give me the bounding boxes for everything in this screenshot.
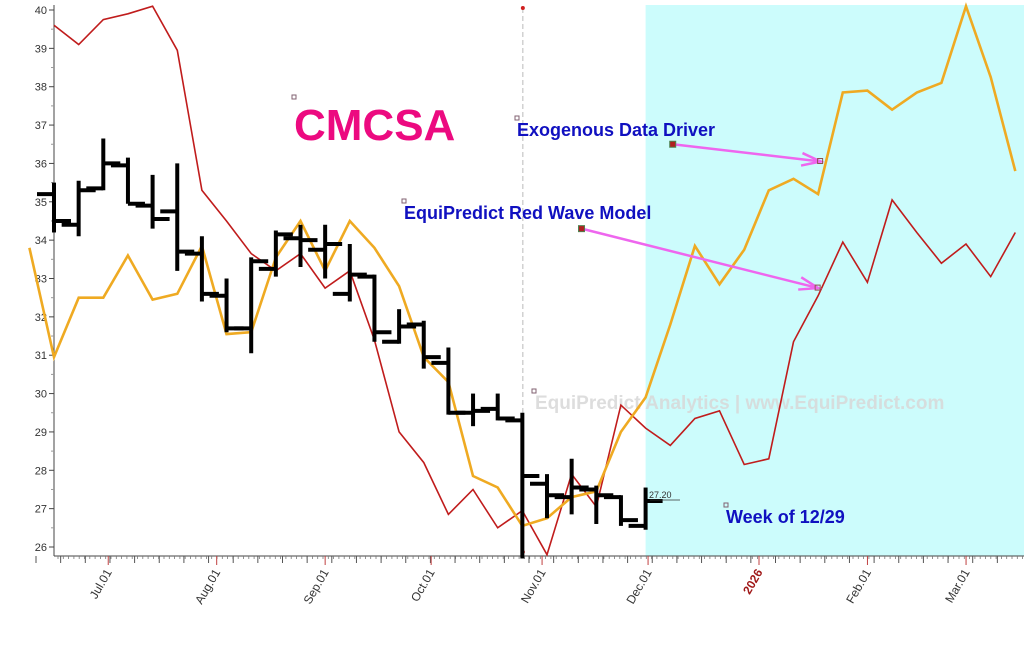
red-wave-line xyxy=(53,5,1016,557)
price-bar xyxy=(505,412,540,559)
arrow-end-marker xyxy=(814,284,821,291)
arrow-start-marker xyxy=(578,225,586,233)
price-bar xyxy=(37,182,71,233)
price-bar xyxy=(110,157,145,206)
price-bar xyxy=(258,230,293,277)
week-label: Week of 12/29 xyxy=(726,507,845,527)
y-tick-label: 39 xyxy=(35,43,47,55)
week-label-marker xyxy=(723,502,729,508)
x-tick-label: Oct.01 xyxy=(408,566,438,604)
arrow-layer xyxy=(578,140,825,291)
y-tick-label: 29 xyxy=(35,427,47,439)
price-bar xyxy=(579,485,614,524)
y-tick-label: 35 xyxy=(35,197,47,209)
y-tick-label: 37 xyxy=(35,120,47,132)
ohlc-layer xyxy=(37,138,663,559)
arrow-head-icon xyxy=(798,276,823,291)
x-tick-label: Nov.01 xyxy=(518,566,549,605)
price-bar xyxy=(357,274,392,342)
price-bar xyxy=(283,224,318,267)
x-tick-label: Jul.01 xyxy=(87,566,115,601)
y-tick-label: 27 xyxy=(35,504,47,516)
x-tick-label: 2026 xyxy=(740,566,766,596)
price-bar xyxy=(332,243,367,302)
x-tick-label: Feb.01 xyxy=(843,566,874,606)
watermark: EquiPredict Analytics | www.EquiPredict.… xyxy=(535,393,944,414)
price-bar xyxy=(234,257,269,354)
price-bar xyxy=(480,393,515,421)
price-bar xyxy=(308,224,343,279)
y-tick-label: 38 xyxy=(35,82,47,94)
arrow-end-marker xyxy=(817,158,824,165)
y-tick-label: 28 xyxy=(35,465,47,477)
red-wave-arrow xyxy=(578,225,823,291)
last-close-label: 27.20 xyxy=(649,490,672,500)
price-bar xyxy=(603,495,638,526)
price-bar xyxy=(135,174,170,229)
red-wave-label-marker xyxy=(401,198,407,204)
title-anchor-marker xyxy=(291,94,297,100)
x-tick-label: Aug.01 xyxy=(192,566,223,606)
x-axis: Jul.01 Aug.01 Sep.01 Oct.01 Nov.01 Dec.01 2026… xyxy=(35,555,1024,606)
arrow-head-icon xyxy=(800,151,825,167)
price-bar xyxy=(209,278,244,333)
y-tick-label: 34 xyxy=(35,235,47,247)
y-tick-label: 31 xyxy=(35,350,47,362)
exogenous-label-marker xyxy=(514,115,520,121)
exogenous-label: Exogenous Data Driver xyxy=(517,120,715,140)
chart-title: CMCSA xyxy=(294,101,455,150)
price-bar xyxy=(628,487,663,530)
y-tick-label: 30 xyxy=(35,389,47,401)
x-tick-label: Mar.01 xyxy=(942,566,973,605)
arrow-shaft xyxy=(581,227,819,290)
y-tick-label: 36 xyxy=(35,158,47,170)
y-tick-label: 40 xyxy=(35,5,47,17)
x-tick-label: Dec.01 xyxy=(624,566,655,606)
red-wave-label: EquiPredict Red Wave Model xyxy=(404,203,651,223)
arrow-shaft xyxy=(672,143,821,163)
divider-top-dot xyxy=(520,6,525,10)
exogenous-arrow xyxy=(669,140,825,167)
x-tick-label: Sep.01 xyxy=(301,566,332,606)
watermark-marker xyxy=(531,388,537,394)
price-bar xyxy=(406,320,441,369)
forecast-region xyxy=(645,5,1024,556)
y-tick-label: 26 xyxy=(35,542,47,554)
arrow-start-marker xyxy=(669,140,677,148)
